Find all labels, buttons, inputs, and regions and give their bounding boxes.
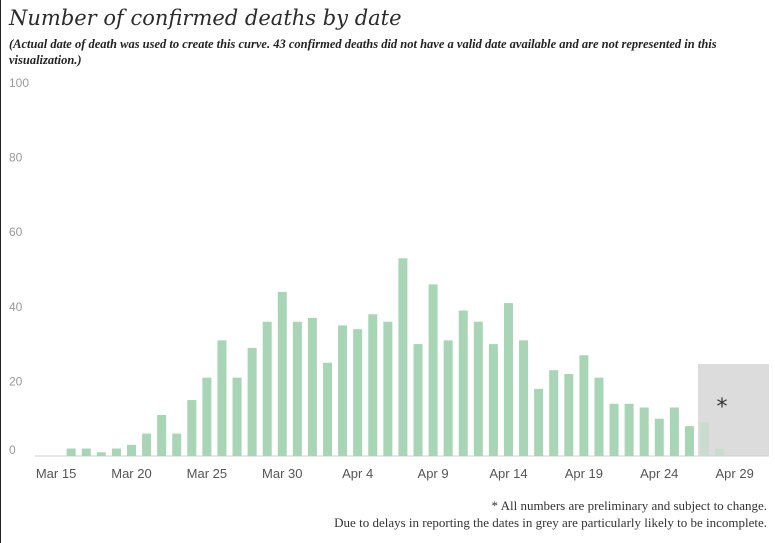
bar <box>413 344 423 456</box>
bar <box>292 321 302 456</box>
bar <box>398 258 408 456</box>
bar <box>368 314 378 456</box>
y-axis: 0 20 40 60 80 100 <box>9 76 29 457</box>
bar <box>458 310 468 456</box>
y-tick-label: 0 <box>9 443 16 457</box>
bar <box>262 321 272 456</box>
bar <box>323 362 333 456</box>
bar <box>66 448 76 456</box>
bar <box>81 448 91 456</box>
bar <box>217 340 227 456</box>
bar <box>338 325 348 456</box>
x-axis: Mar 15 Mar 20 Mar 25 Mar 30 Apr 4 Apr 9 Apr 14… <box>36 466 754 481</box>
y-tick-label: 80 <box>9 151 23 165</box>
bar <box>443 340 453 456</box>
bar <box>549 370 559 456</box>
bar <box>96 452 106 456</box>
y-tick-label: 40 <box>9 300 23 314</box>
x-tick-label: Apr 9 <box>418 466 449 481</box>
bar <box>700 422 710 456</box>
chart-title: Number of confirmed deaths by date <box>9 6 402 30</box>
bar <box>579 355 589 456</box>
chart-subtitle: (Actual date of death was used to create… <box>9 37 717 67</box>
footnote-incomplete: Due to delays in reporting the dates in … <box>334 515 767 530</box>
bar <box>594 377 604 456</box>
bar <box>519 340 529 456</box>
bar <box>715 448 725 456</box>
bar <box>232 377 242 456</box>
y-tick-label: 60 <box>9 225 23 239</box>
bar <box>202 377 212 456</box>
bar <box>307 317 317 456</box>
bar <box>609 403 619 456</box>
bar <box>126 444 136 456</box>
bar <box>247 347 257 456</box>
x-tick-label: Apr 19 <box>565 466 603 481</box>
x-tick-label: Apr 4 <box>342 466 373 481</box>
y-tick-label: 100 <box>9 76 29 90</box>
bar <box>428 284 438 456</box>
incomplete-region-shade <box>697 364 769 456</box>
bar <box>172 433 182 456</box>
bar <box>564 373 574 456</box>
bar <box>111 448 121 456</box>
x-tick-label: Apr 29 <box>716 466 754 481</box>
x-tick-label: Mar 30 <box>262 466 302 481</box>
incomplete-marker: * <box>717 395 728 420</box>
bar <box>669 407 679 456</box>
bar <box>684 426 694 456</box>
footnote-preliminary: * All numbers are preliminary and subjec… <box>491 498 767 513</box>
bar <box>654 418 664 456</box>
bar <box>157 414 167 456</box>
x-tick-label: Mar 25 <box>187 466 227 481</box>
bar <box>353 329 363 456</box>
x-tick-label: Apr 14 <box>489 466 527 481</box>
bar <box>187 400 197 456</box>
x-tick-label: Mar 15 <box>36 466 76 481</box>
bar <box>503 303 513 456</box>
y-tick-label: 20 <box>9 374 23 388</box>
x-tick-label: Mar 20 <box>111 466 151 481</box>
bar <box>624 403 634 456</box>
bar <box>383 321 393 456</box>
bar <box>534 388 544 456</box>
bar <box>277 291 287 456</box>
x-tick-label: Apr 24 <box>640 466 678 481</box>
bar <box>142 433 152 456</box>
bars <box>66 258 725 456</box>
bar <box>488 344 498 456</box>
bar <box>473 321 483 456</box>
bar <box>639 407 649 456</box>
